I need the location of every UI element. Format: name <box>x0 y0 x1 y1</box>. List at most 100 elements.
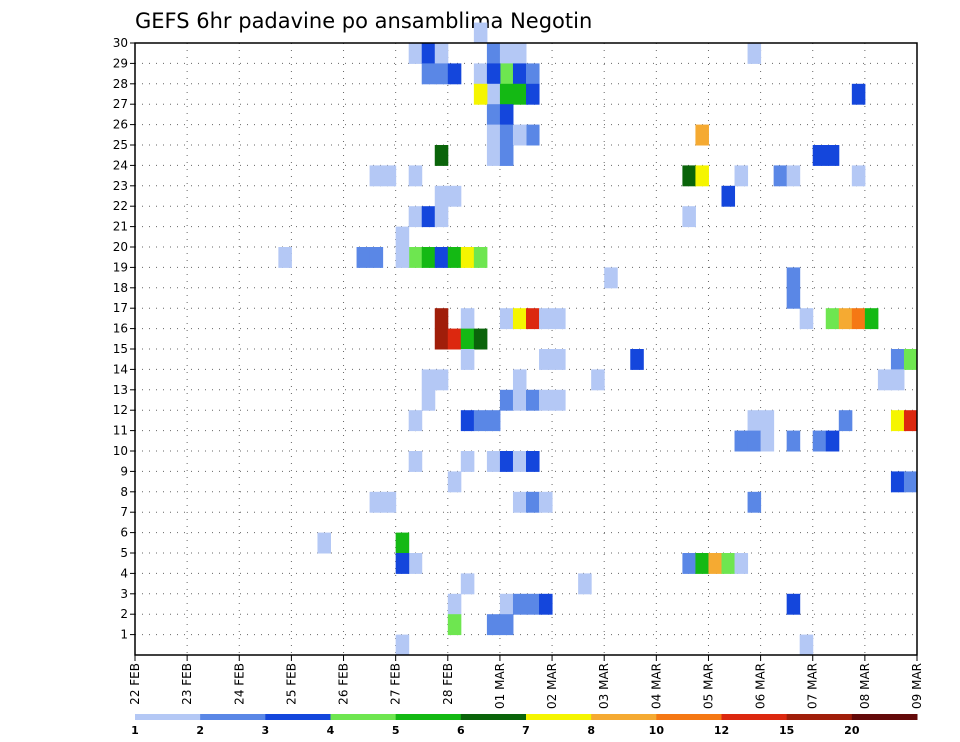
legend-swatch <box>851 714 918 720</box>
precip-cell <box>421 389 436 411</box>
precip-cell <box>512 389 527 411</box>
precip-cell <box>460 410 475 432</box>
precip-cell <box>747 430 762 452</box>
legend-label: 1 <box>131 724 139 737</box>
y-tick-label: 12 <box>113 403 128 417</box>
x-axis-ticks: 22 FEB 23 FEB 24 FEB 25 FEB 26 FEB 27 FEB 28 F… <box>128 655 924 709</box>
precip-cell <box>512 83 527 105</box>
precip-cell <box>434 43 449 64</box>
precip-cell <box>890 369 905 391</box>
precip-cell <box>512 43 527 64</box>
y-tick-label: 25 <box>113 138 128 152</box>
precip-cell <box>903 349 918 370</box>
y-tick-label: 6 <box>120 526 128 540</box>
precip-cell <box>708 553 722 574</box>
precip-cell <box>851 83 866 105</box>
precip-cell <box>552 308 566 330</box>
x-tick-label: 09 MAR <box>910 663 924 709</box>
precip-cell <box>734 430 749 452</box>
precip-cell <box>369 491 384 513</box>
legend-swatch <box>526 714 592 720</box>
precip-cell <box>890 471 905 493</box>
precip-cell <box>786 287 801 309</box>
x-tick-label: 25 FEB <box>284 663 298 705</box>
precip-cell <box>799 308 814 330</box>
precip-cell <box>903 410 918 432</box>
y-tick-label: 3 <box>120 587 128 601</box>
y-tick-label: 7 <box>120 505 128 519</box>
precip-cell <box>825 145 840 166</box>
precip-cell <box>825 308 840 330</box>
precip-cell <box>786 430 801 452</box>
precip-cell <box>434 247 449 268</box>
precip-cell <box>486 410 501 432</box>
y-tick-label: 23 <box>113 179 128 193</box>
precip-cell <box>434 63 449 85</box>
legend-label: 2 <box>196 724 204 737</box>
legend-swatch <box>460 714 527 720</box>
precip-cell <box>447 328 462 350</box>
precip-cell <box>460 328 475 350</box>
y-tick-label: 15 <box>113 342 128 356</box>
legend-swatch <box>786 714 853 720</box>
color-legend: 1 2 3 4 5 6 7 8 10 12 15 20 <box>131 714 918 737</box>
legend-swatch <box>135 714 201 720</box>
precip-cell <box>526 451 540 472</box>
precip-cell <box>499 389 514 411</box>
legend-label: 20 <box>844 724 860 737</box>
y-tick-label: 13 <box>113 383 128 397</box>
precip-cell <box>578 573 592 595</box>
legend-label: 12 <box>714 724 729 737</box>
y-tick-label: 29 <box>113 56 128 70</box>
precip-cell <box>486 614 501 636</box>
y-tick-label: 2 <box>120 607 128 621</box>
precip-cell <box>747 491 762 513</box>
legend-swatch <box>591 714 657 720</box>
precip-cell <box>539 349 553 370</box>
x-tick-label: 06 MAR <box>754 663 768 709</box>
legend-label: 5 <box>392 724 400 737</box>
y-tick-label: 16 <box>113 322 128 336</box>
x-tick-label: 04 MAR <box>649 663 663 709</box>
y-tick-label: 4 <box>120 566 128 580</box>
precip-cell <box>460 349 475 370</box>
precip-cell <box>838 308 853 330</box>
precip-cell <box>369 247 384 268</box>
precip-cell <box>460 308 475 330</box>
chart-title: GEFS 6hr padavine po ansamblima Negotin <box>135 9 592 33</box>
precip-cell <box>773 165 788 187</box>
precip-cell <box>486 124 501 146</box>
precip-cell <box>890 410 905 432</box>
precip-cell <box>486 104 501 126</box>
precip-cell <box>499 451 514 472</box>
precip-cell <box>539 491 553 513</box>
precip-cell <box>721 185 736 207</box>
precip-cell <box>395 247 410 268</box>
precip-cell <box>447 63 462 85</box>
precip-cell <box>395 553 410 574</box>
precip-cell <box>812 430 827 452</box>
precip-cell <box>408 165 423 187</box>
precip-cell <box>486 83 501 105</box>
legend-swatch <box>330 714 397 720</box>
precip-cell <box>395 226 410 248</box>
precip-cell <box>395 634 410 656</box>
precip-cell <box>786 165 801 187</box>
precip-cell <box>382 165 397 187</box>
precip-cell <box>695 124 709 146</box>
precip-cell <box>499 593 514 615</box>
precip-cell <box>512 593 527 615</box>
precip-cell <box>408 43 423 64</box>
precip-cell <box>812 145 827 166</box>
precip-cell <box>838 410 853 432</box>
y-tick-label: 1 <box>120 628 128 642</box>
y-tick-label: 20 <box>113 240 128 254</box>
precip-cell <box>526 593 540 615</box>
precip-cell <box>695 553 709 574</box>
x-tick-label: 02 MAR <box>545 663 559 709</box>
precip-cell <box>512 451 527 472</box>
precip-cell <box>460 451 475 472</box>
precip-cell <box>421 369 436 391</box>
precip-cell <box>408 451 423 472</box>
